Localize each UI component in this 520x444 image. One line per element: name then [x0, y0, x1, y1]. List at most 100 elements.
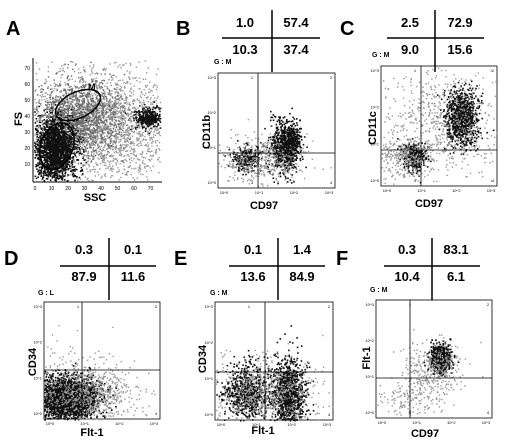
panel-a-x-tick: 70: [148, 186, 154, 192]
panel-f-x-tick: 10^2: [447, 420, 456, 425]
panel-b-q-lr: 37.4: [273, 42, 319, 57]
panel-f-plot: 1 23 410^0 10^1 10^2 10^310^010^110^210^3: [365, 238, 492, 425]
panel-c-q-ll: 9.0: [387, 42, 433, 57]
panel-a-ylabel: FS: [13, 99, 25, 139]
panel-f-y-tick: 10^0: [365, 410, 374, 415]
panel-b-cluster: [260, 108, 308, 185]
panel-b-q-ul: 1.0: [222, 15, 268, 30]
panel-e-quadrant-number: 4: [328, 412, 331, 417]
panel-d-x-tick: 10^3: [150, 421, 159, 426]
panel-c-plot: 1 23 410^0 10^1 10^2 10^310^010^110^210^3: [370, 10, 497, 193]
panel-c-y-tick: 10^0: [370, 178, 379, 183]
panel-d-plot: 1 23 410^0 10^1 10^2 10^310^010^110^210^3: [33, 238, 160, 426]
panel-c-cluster: [397, 138, 432, 183]
panel-a-y-tick: 70: [24, 66, 30, 72]
panel-e-y-tick: 10^0: [204, 412, 213, 417]
panel-b-q-ll: 10.3: [222, 42, 268, 57]
panel-f-x-tick: 10^1: [412, 420, 421, 425]
panel-f-quadrant-number: 2: [487, 302, 490, 307]
panel-a-y-tick: 40: [24, 114, 30, 120]
panel-d-ylabel: CD34: [27, 337, 39, 387]
panel-d-events: [44, 325, 155, 421]
panel-b-quadrant-number: 1: [251, 75, 254, 80]
panel-d-quadrant-number: 1: [77, 304, 80, 309]
panel-d-q-ll: 87.9: [61, 269, 107, 284]
panel-d-q-lr: 11.6: [110, 269, 156, 284]
panel-b-frame: [218, 73, 335, 188]
panel-letter-c: C: [340, 18, 354, 41]
panel-f-cluster: [391, 329, 483, 413]
panel-d-y-tick: 10^0: [33, 411, 42, 416]
panel-e-quadrant-number: 1: [248, 304, 251, 309]
panel-c-x-tick: 10^1: [417, 188, 426, 193]
panel-e-cluster: [216, 350, 280, 422]
panel-a-y-tick: 10: [24, 162, 30, 168]
panel-f-frame: [376, 300, 492, 418]
panel-f-quadrant-number: 3: [409, 410, 412, 415]
panel-e-xlabel: Flt-1: [233, 425, 293, 437]
panel-b-q-ur: 57.4: [273, 15, 319, 30]
panel-e-plot: 1 23 410^0 10^1 10^2 10^310^010^110^210^3: [204, 238, 333, 427]
panel-e-q-lr: 84.9: [279, 269, 325, 284]
panel-a-x-tick: 0: [34, 186, 37, 192]
panel-e-y-tick: 10^3: [204, 304, 213, 309]
panel-a-y-tick: 50: [24, 98, 30, 104]
panel-f-quadrant-number: 1: [409, 302, 412, 307]
panel-c-quadrant-number: 4: [492, 178, 495, 183]
panel-e-gate: G : M: [210, 290, 228, 297]
panel-b-x-tick: 10^3: [325, 190, 334, 195]
panel-b-xlabel: CD97: [234, 200, 294, 212]
panel-d-cluster: [44, 363, 117, 421]
panel-a-dense-lymph: [34, 104, 87, 182]
panel-c-q-ur: 72.9: [437, 15, 483, 30]
panel-c-y-tick: 10^3: [370, 68, 379, 73]
panel-f-xlabel: CD97: [395, 428, 455, 440]
panel-b-plot: 1 23 410^0 10^1 10^2 10^310^010^110^210^3: [207, 10, 335, 195]
panel-b-cluster: [282, 117, 302, 156]
panel-a-y-tick: 60: [24, 82, 30, 88]
panel-d-quadrant-number: 2: [155, 304, 158, 309]
panel-f-x-tick: 10^3: [482, 420, 491, 425]
panel-b-quadrant-number: 3: [251, 180, 254, 185]
panel-d-cluster: [44, 351, 155, 421]
panel-a-light-events: [34, 61, 161, 182]
panel-d-frame: [44, 302, 160, 419]
panel-d-x-tick: 10^2: [115, 421, 124, 426]
panel-c-ylabel: CD11c: [367, 103, 379, 153]
panel-e-q-ur: 1.4: [279, 242, 325, 257]
panel-letter-e: E: [174, 248, 187, 271]
panel-d-q-ur: 0.1: [110, 242, 156, 257]
panel-d-quadrant-number: 3: [77, 411, 80, 416]
panel-letter-f: F: [336, 248, 348, 271]
panel-letter-b: B: [176, 18, 190, 41]
panel-b-ylabel: CD11b: [201, 107, 213, 157]
panel-d-quadrant-number: 4: [155, 411, 158, 416]
panel-letter-a: A: [6, 18, 20, 41]
panel-e-cluster: [216, 335, 334, 421]
panel-f-events: [378, 329, 484, 416]
panel-b-x-tick: 10^0: [220, 190, 229, 195]
panel-b-cluster: [219, 119, 332, 187]
panel-f-q-ur: 83.1: [433, 242, 479, 257]
panel-e-frame: [215, 302, 333, 420]
panel-c-gate: G : M: [372, 52, 390, 59]
panel-c-quadrant-number: 1: [414, 68, 417, 73]
panel-c-x-tick: 10^2: [452, 188, 461, 193]
panel-d-xlabel: Flt-1: [62, 427, 122, 439]
panel-a-gate-lymph: [34, 118, 80, 174]
panel-e-q-ll: 13.6: [230, 269, 276, 284]
panel-c-quadrant-number: 3: [414, 178, 417, 183]
panel-b-events: [219, 108, 332, 187]
panel-d-x-tick: 10^0: [46, 421, 55, 426]
panel-a-gate-label: M: [88, 82, 96, 92]
panel-f-q-lr: 6.1: [433, 269, 479, 284]
panel-d-q-ul: 0.3: [61, 242, 107, 257]
panel-c-x-tick: 10^0: [383, 188, 392, 193]
panel-f-q-ll: 10.4: [384, 269, 430, 284]
panel-c-cluster: [436, 81, 494, 155]
panel-c-q-lr: 15.6: [437, 42, 483, 57]
panel-a-mid-events: [34, 61, 154, 173]
panel-e-x-tick: 10^3: [323, 422, 332, 427]
